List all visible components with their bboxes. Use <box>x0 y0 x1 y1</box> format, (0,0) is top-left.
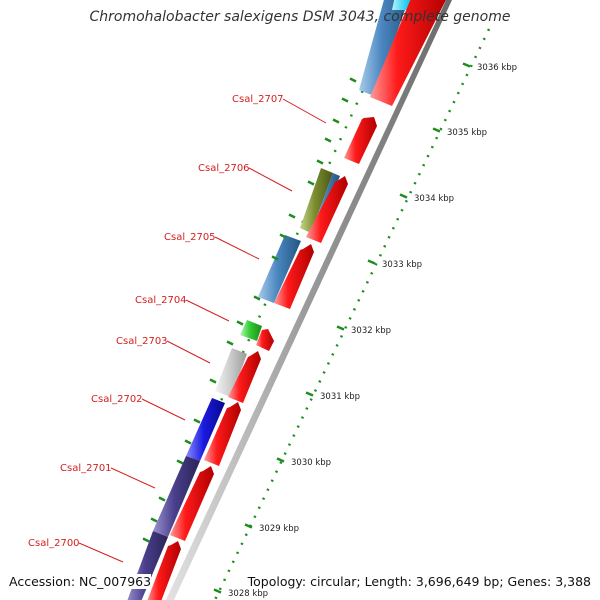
scale-tick-label: 3034 kbp <box>414 194 454 204</box>
scale-tick-label: 3028 kbp <box>228 589 268 599</box>
scale-tick-label: 3033 kbp <box>382 260 422 270</box>
scale-ruler: 3028 kbp 3029 kbp 3030 kbp 3031 kbp 3032 kbp… <box>142 62 517 599</box>
scale-tick <box>276 457 285 463</box>
gene-label[interactable]: Csal_2706 <box>198 163 250 174</box>
cds-arrow <box>256 329 274 351</box>
scale-tick-label: 3036 kbp <box>477 63 517 73</box>
inner-track-tick <box>288 213 296 219</box>
cds-arrow <box>204 402 241 466</box>
gene-label[interactable]: Csal_2703 <box>116 336 168 347</box>
inner-track-tick <box>226 340 234 346</box>
cds-arrow <box>306 176 348 243</box>
cds-arrow <box>170 466 214 541</box>
inner-track-tick <box>253 295 261 301</box>
scale-tick-label: 3032 kbp <box>351 326 391 336</box>
scale-tick <box>305 391 314 397</box>
gene-label[interactable]: Csal_2707 <box>232 94 284 105</box>
inner-track-tick <box>271 255 279 261</box>
forward-cds-track <box>147 0 446 600</box>
inner-track-tick <box>236 320 244 326</box>
inner-track-tick <box>349 77 357 83</box>
cog-feature-olive <box>300 168 333 233</box>
gene-leader-line <box>166 340 211 364</box>
cog-feature-blue <box>258 235 301 303</box>
inner-track-tick <box>193 418 201 424</box>
gene-leader-line <box>248 167 293 192</box>
cog-feature-grey <box>215 348 247 397</box>
map-title: Chromohalobacter salexigens DSM 3043, co… <box>89 9 511 25</box>
scale-tick <box>213 588 222 594</box>
genome-summary-text: Topology: circular; Length: 3,696,649 bp… <box>247 574 591 589</box>
cds-arrow <box>344 117 377 164</box>
scale-tick <box>432 127 441 133</box>
gene-leader-line <box>282 98 327 124</box>
scale-tick <box>244 523 253 529</box>
scale-tick-label: 3035 kbp <box>447 128 487 138</box>
gene-leader-line <box>185 299 230 322</box>
inner-track-tick <box>341 97 349 103</box>
cds-arrow <box>147 541 181 600</box>
scale-tick <box>367 259 376 265</box>
accession-text: Accession: NC_007963 <box>9 574 152 589</box>
cog-feature-navy <box>186 398 225 461</box>
gene-label[interactable]: Csal_2701 <box>60 463 112 474</box>
gene-leader-line <box>214 236 260 260</box>
gene-label[interactable]: Csal_2702 <box>91 394 143 405</box>
inner-track-tick <box>332 118 340 124</box>
gene-label-layer: Csal_2700 Csal_2701 Csal_2702 Csal_2703 Csal… <box>28 94 327 563</box>
cog-feature-green <box>240 320 262 341</box>
gene-leader-line <box>141 398 186 421</box>
scale-tick <box>462 62 471 68</box>
inner-track-tick <box>142 537 150 543</box>
inner-track-tick <box>316 159 324 165</box>
scale-tick <box>336 325 345 331</box>
gene-label[interactable]: Csal_2704 <box>135 295 187 306</box>
inner-track-tick <box>279 233 287 239</box>
inner-track-tick <box>150 517 158 523</box>
cog-feature-purple <box>153 456 200 537</box>
scale-tick-label: 3029 kbp <box>259 524 299 534</box>
cds-arrow <box>370 0 446 106</box>
scale-tick <box>399 193 408 199</box>
inner-track-tick <box>158 496 166 502</box>
scale-tick-label: 3030 kbp <box>291 458 331 468</box>
scale-tick-label: 3031 kbp <box>320 392 360 402</box>
inner-track-tick <box>324 137 332 143</box>
gene-leader-line <box>78 542 124 563</box>
gene-label[interactable]: Csal_2700 <box>28 538 80 549</box>
gc-content-dot-track <box>213 28 491 600</box>
cog-feature-blue <box>359 0 409 96</box>
inner-track-tick <box>307 180 315 186</box>
genome-backbone <box>165 0 452 600</box>
cds-arrow <box>274 244 314 309</box>
inner-track-tick <box>209 378 217 384</box>
cds-arrow <box>228 351 261 403</box>
inner-track-tick <box>184 439 192 445</box>
inner-track-tick <box>176 459 184 465</box>
gene-leader-line <box>110 467 156 489</box>
gene-label[interactable]: Csal_2705 <box>164 232 216 243</box>
